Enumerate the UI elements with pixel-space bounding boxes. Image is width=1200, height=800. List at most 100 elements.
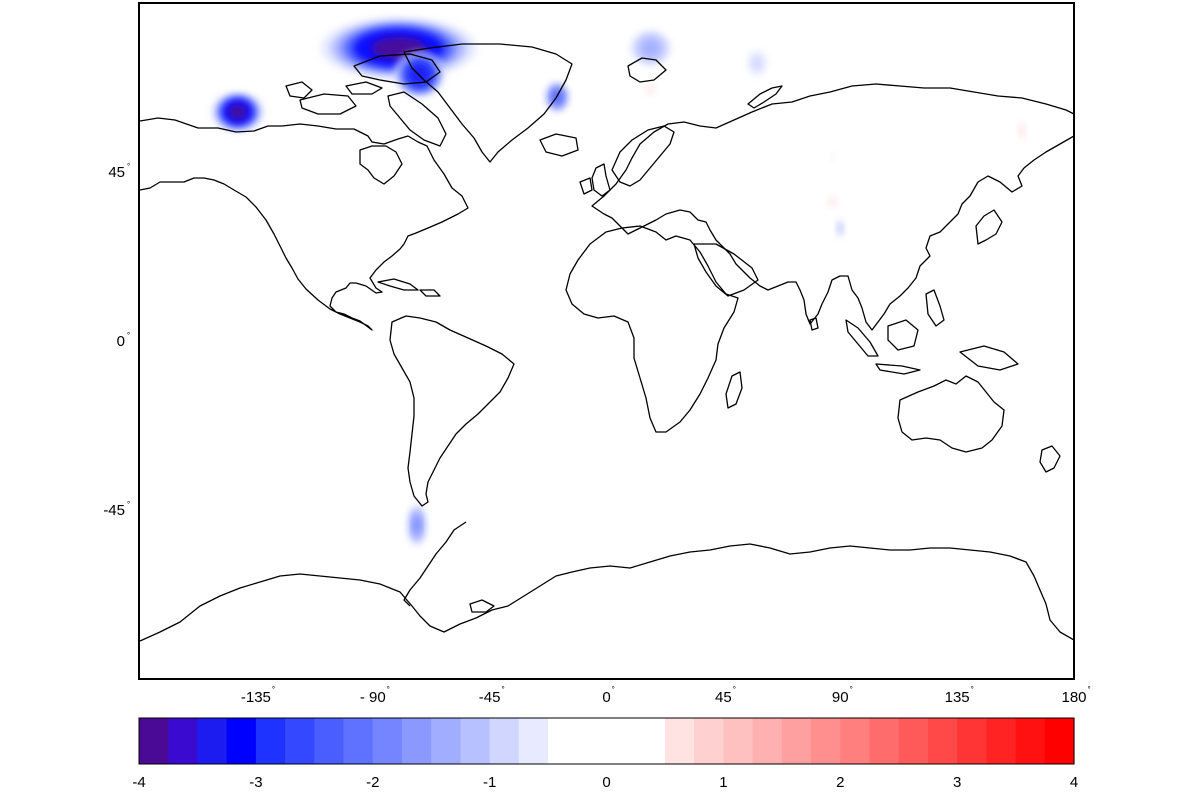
coast-svalbard bbox=[627, 57, 667, 83]
degree-symbol: ° bbox=[850, 685, 853, 694]
degree-symbol: ° bbox=[1088, 685, 1091, 694]
lon-tick-label: 135 bbox=[945, 689, 970, 706]
lon-tick-label: - 90 bbox=[360, 689, 386, 706]
colorbar-swatch bbox=[957, 718, 987, 764]
anomaly-core bbox=[827, 197, 838, 207]
coast-philippines bbox=[925, 289, 945, 327]
lon-tick-label: 45 bbox=[715, 689, 732, 706]
coast-novaya-zemlya bbox=[747, 85, 783, 109]
lon-tick-label: -45 bbox=[479, 689, 501, 706]
colorbar-swatch bbox=[869, 718, 900, 764]
colorbar-swatch bbox=[927, 718, 958, 764]
colorbar-swatch bbox=[255, 718, 286, 764]
degree-symbol: ° bbox=[272, 685, 275, 694]
degree-symbol: ° bbox=[501, 685, 504, 694]
coast-iceland bbox=[539, 133, 579, 157]
colorbar-swatch bbox=[694, 718, 724, 764]
anomaly-altai bbox=[827, 147, 838, 167]
anomaly-core bbox=[413, 516, 421, 534]
coast-new-zealand bbox=[1039, 445, 1061, 473]
anomaly-core bbox=[812, 175, 817, 184]
coast-greenland bbox=[403, 43, 573, 163]
degree-symbol: ° bbox=[387, 685, 390, 694]
lon-tick-label: 90 bbox=[832, 689, 849, 706]
coast-south-america bbox=[389, 315, 515, 507]
degree-symbol: ° bbox=[127, 331, 130, 340]
anomaly-novaya-zemlya bbox=[741, 44, 773, 83]
coast-new-guinea bbox=[959, 345, 1019, 371]
anomaly-svalbard bbox=[627, 29, 675, 68]
anomaly-tien-shan bbox=[809, 171, 820, 189]
anomaly-alaska-coast bbox=[211, 92, 264, 131]
colorbar-swatch bbox=[840, 718, 871, 764]
degree-symbol: ° bbox=[127, 162, 130, 171]
colorbar-swatch bbox=[314, 718, 345, 764]
coast-cuba bbox=[377, 278, 419, 291]
anomaly-core bbox=[642, 40, 659, 56]
colorbar-tick-label: 1 bbox=[719, 774, 727, 791]
colorbar-tick-label: -1 bbox=[483, 774, 496, 791]
coast-weddell-ice bbox=[469, 599, 495, 613]
colorbar-swatch bbox=[606, 718, 637, 764]
colorbar-swatch bbox=[781, 718, 812, 764]
colorbar-swatch bbox=[372, 718, 403, 764]
colorbar-swatch bbox=[577, 718, 608, 764]
colorbar-swatch bbox=[401, 718, 432, 764]
lon-tick-label: 180 bbox=[1061, 689, 1086, 706]
coastlines bbox=[139, 43, 1074, 642]
colorbar-swatch bbox=[635, 718, 666, 764]
colorbar-tick-label: -4 bbox=[132, 774, 145, 791]
colorbar-swatch bbox=[431, 718, 462, 764]
degree-symbol: ° bbox=[127, 500, 130, 509]
longitude-tick-labels: -135 ° - 90 ° -45 ° 0 ° 45 ° 90 ° 135 ° 180 ° bbox=[241, 685, 1091, 706]
coast-north-america bbox=[139, 117, 469, 331]
colorbar-swatches bbox=[139, 718, 1075, 764]
anomaly-core bbox=[1020, 126, 1024, 136]
colorbar-swatch bbox=[460, 718, 491, 764]
coast-great-britain bbox=[591, 163, 611, 197]
anomaly-core bbox=[646, 84, 656, 95]
coast-africa bbox=[565, 225, 739, 433]
anomaly-core bbox=[830, 153, 835, 161]
colorbar-swatch bbox=[548, 718, 578, 764]
coast-australia bbox=[897, 375, 1005, 453]
lat-tick-label: -45 bbox=[103, 502, 125, 519]
colorbar-tick-label: 2 bbox=[836, 774, 844, 791]
anomaly-scandinavia bbox=[637, 77, 664, 101]
colorbar-swatch bbox=[811, 718, 841, 764]
anomaly-patagonia bbox=[406, 502, 428, 548]
colorbar-swatch bbox=[489, 718, 520, 764]
colorbar-swatch bbox=[1044, 718, 1075, 764]
coast-madagascar bbox=[725, 371, 743, 409]
lat-tick-label: 45 bbox=[108, 164, 125, 181]
coast-sumatra bbox=[845, 319, 879, 357]
coast-java bbox=[875, 363, 921, 375]
coast-japan bbox=[975, 209, 1003, 245]
coast-sri-lanka bbox=[809, 317, 819, 331]
coast-devon-island bbox=[345, 81, 383, 95]
colorbar-swatch bbox=[343, 718, 374, 764]
anomaly-core bbox=[838, 224, 843, 233]
colorbar-tick-label: 0 bbox=[602, 774, 610, 791]
latitude-tick-labels: 45 °0 °-45 ° bbox=[103, 162, 130, 519]
coast-victoria-island bbox=[299, 93, 357, 115]
degree-symbol: ° bbox=[612, 685, 615, 694]
coast-antarctica bbox=[139, 543, 1074, 642]
anomaly-karakoram bbox=[819, 190, 846, 214]
colorbar-swatch bbox=[168, 718, 199, 764]
colorbar-swatch bbox=[1015, 718, 1046, 764]
colorbar-swatch bbox=[139, 718, 169, 764]
colorbar-swatch bbox=[197, 718, 228, 764]
colorbar-tick-label: 4 bbox=[1070, 774, 1078, 791]
anomaly-central-siberia bbox=[962, 104, 978, 128]
colorbar-tick-label: 3 bbox=[953, 774, 961, 791]
coast-borneo bbox=[887, 319, 919, 351]
anomaly-himalaya-west bbox=[814, 220, 820, 237]
map-frame bbox=[138, 2, 1075, 680]
colorbar-frame bbox=[138, 717, 1075, 765]
anomaly-core bbox=[967, 111, 973, 121]
lat-tick-label: 0 bbox=[117, 333, 125, 350]
lon-tick-label: 0 bbox=[602, 689, 610, 706]
colorbar-swatch bbox=[226, 718, 257, 764]
colorbar-swatch bbox=[723, 718, 754, 764]
